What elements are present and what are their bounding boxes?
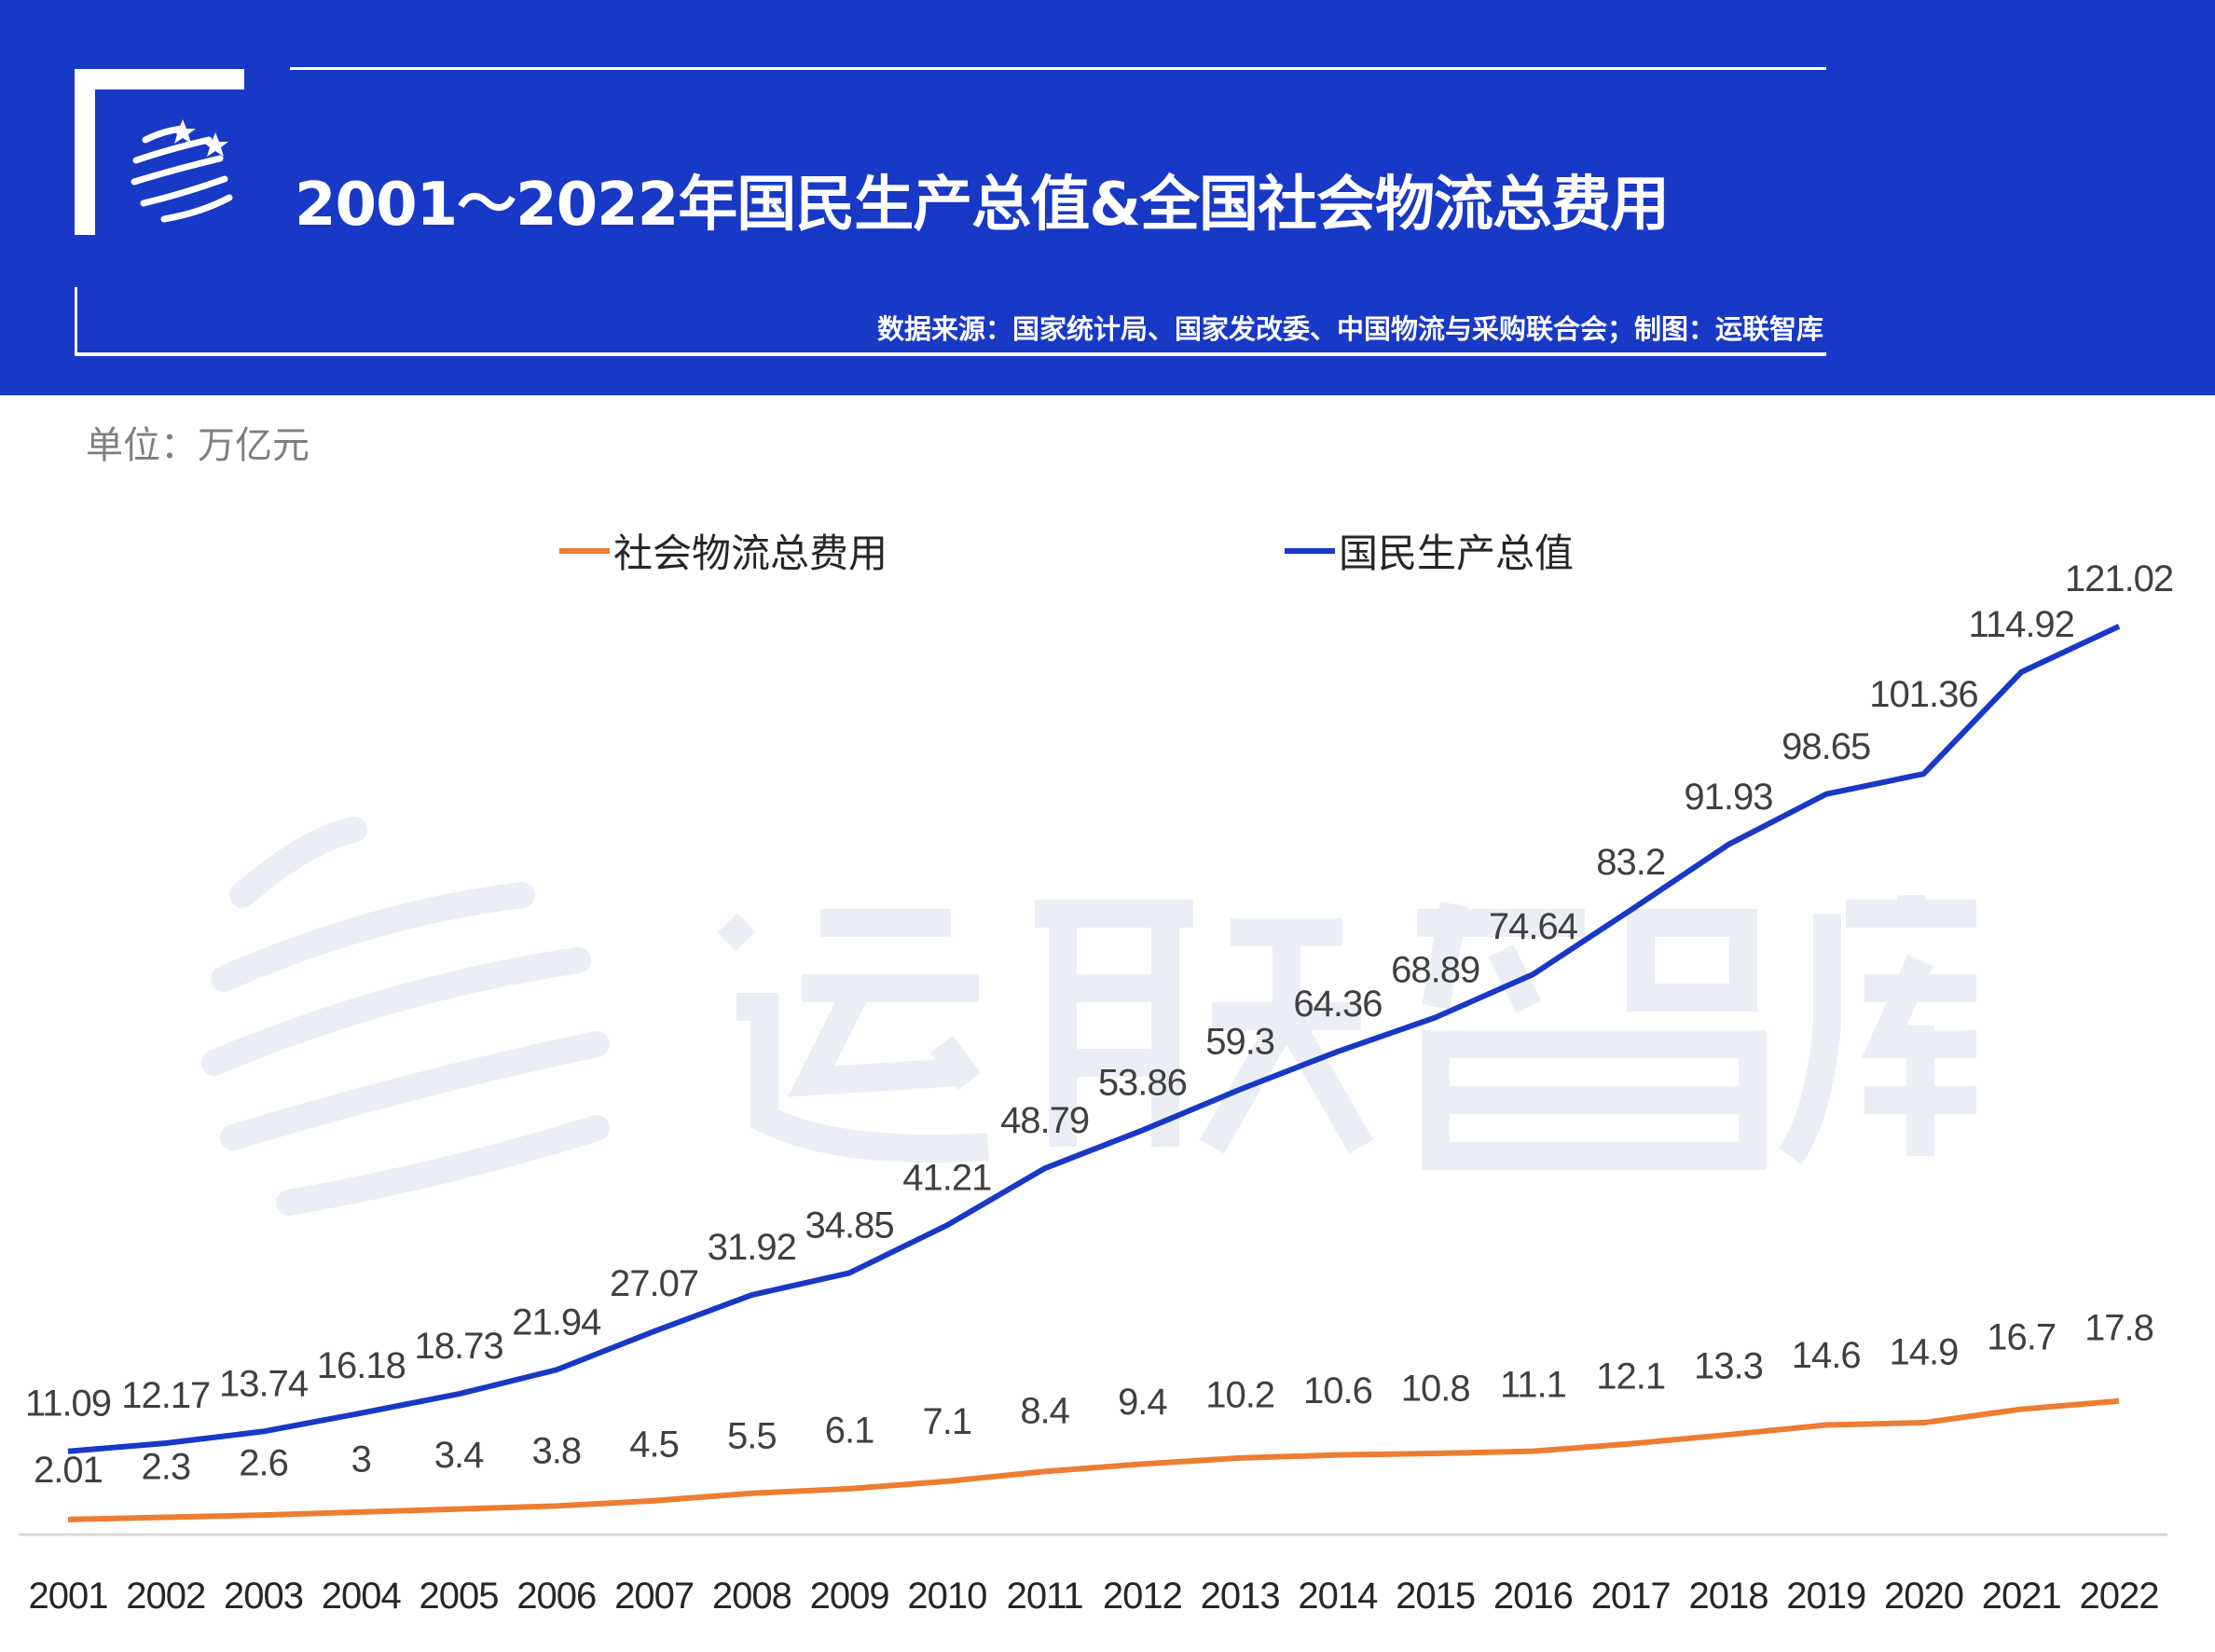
x-tick-label: 2022 [2080,1576,2159,1617]
data-label: 3.8 [532,1430,582,1471]
x-tick-label: 2021 [1982,1576,2061,1617]
legend-label-gdp: 国民生产总值 [1339,530,1575,576]
x-tick-label: 2016 [1493,1576,1573,1617]
x-tick-label: 2013 [1201,1576,1280,1617]
data-label: 13.74 [219,1363,309,1404]
title-frame-left [75,69,95,235]
x-tick-label: 2015 [1396,1576,1475,1617]
legend-item-gdp: 国民生产总值 [1285,522,1574,579]
x-tick-label: 2012 [1103,1576,1182,1617]
data-label: 2.01 [34,1450,103,1491]
data-label: 64.36 [1293,984,1382,1025]
x-tick-label: 2007 [614,1576,694,1617]
x-tick-label: 2001 [29,1576,108,1617]
x-tick-label: 2005 [420,1576,499,1617]
x-tick-label: 2014 [1298,1576,1378,1617]
data-label: 2.3 [141,1446,190,1487]
data-label: 3 [351,1439,371,1480]
header-banner: 2001～2022年国民生产总值&全国社会物流总费用 数据来源：国家统计局、国家… [0,0,2215,395]
subtitle-frame-left [75,287,77,354]
data-label: 98.65 [1782,726,1870,767]
data-label: 91.93 [1684,777,1772,818]
data-label: 17.8 [2084,1308,2153,1349]
x-tick-label: 2009 [810,1576,889,1617]
data-label: 11.09 [25,1384,111,1425]
x-tick-label: 2011 [1007,1576,1083,1617]
data-label: 3.4 [434,1435,484,1476]
data-source: 数据来源：国家统计局、国家发改委、中国物流与采购联合会；制图：运联智库 [876,313,1823,345]
x-tick-label: 2018 [1688,1576,1768,1617]
data-label: 12.1 [1596,1356,1665,1397]
x-tick-label: 2004 [322,1576,402,1617]
title-top-rule [290,67,1826,70]
chart-title: 2001～2022年国民生产总值&全国社会物流总费用 [295,171,1670,240]
data-label: 74.64 [1489,906,1578,947]
data-label: 31.92 [708,1227,796,1268]
data-label: 68.89 [1391,949,1479,990]
legend-item-logistics: 社会物流总费用 [559,522,887,579]
data-label: 121.02 [2065,558,2173,599]
data-label: 14.9 [1890,1331,1959,1372]
series-line-1 [67,624,2121,1454]
data-label: 13.3 [1694,1346,1763,1387]
data-label: 6.1 [825,1410,874,1451]
x-tick-label: 2002 [126,1576,205,1617]
legend-swatch-logistics [559,547,610,554]
subtitle-bottom-rule [75,352,1826,356]
legend-label-logistics: 社会物流总费用 [613,530,888,576]
x-tick-label: 2017 [1591,1576,1671,1617]
data-label: 53.86 [1098,1062,1187,1103]
data-label: 4.5 [629,1425,679,1466]
data-label: 8.4 [1020,1390,1069,1431]
legend-swatch-gdp [1285,547,1335,554]
data-label: 9.4 [1118,1382,1167,1423]
data-label: 21.94 [512,1301,601,1342]
watermark-lettering-shape [717,895,1976,1170]
watermark [201,817,1976,1216]
data-label: 83.2 [1596,842,1665,883]
data-label: 101.36 [1869,674,1977,715]
data-label: 16.18 [317,1345,406,1386]
data-label: 12.17 [121,1375,210,1416]
data-label: 16.7 [1987,1317,2056,1358]
data-label: 27.07 [610,1263,698,1304]
data-label: 34.85 [805,1205,894,1246]
data-label: 10.6 [1303,1370,1372,1411]
data-label: 5.5 [727,1415,777,1456]
data-label: 48.79 [1000,1100,1089,1141]
data-label: 14.6 [1792,1335,1861,1376]
data-label: 59.3 [1205,1022,1274,1063]
data-label: 10.2 [1205,1374,1274,1415]
data-label: 7.1 [923,1401,972,1442]
series-line-0 [67,1397,2120,1522]
x-tick-label: 2003 [224,1576,303,1617]
data-label: 11.1 [1500,1365,1566,1406]
data-label: 2.6 [239,1443,288,1484]
x-tick-label: 2019 [1786,1576,1865,1617]
data-label: 18.73 [414,1326,502,1367]
data-label: 114.92 [1969,604,2074,645]
x-tick-label: 2008 [712,1576,791,1617]
title-frame-top-left [75,69,244,89]
unit-label: 单位：万亿元 [86,424,310,467]
data-label: 10.8 [1401,1368,1470,1409]
data-label: 41.21 [902,1157,991,1198]
x-tick-label: 2010 [907,1576,986,1617]
stars-globe-logo-icon [131,119,233,223]
x-tick-label: 2020 [1884,1576,1963,1617]
x-tick-label: 2006 [516,1576,596,1617]
